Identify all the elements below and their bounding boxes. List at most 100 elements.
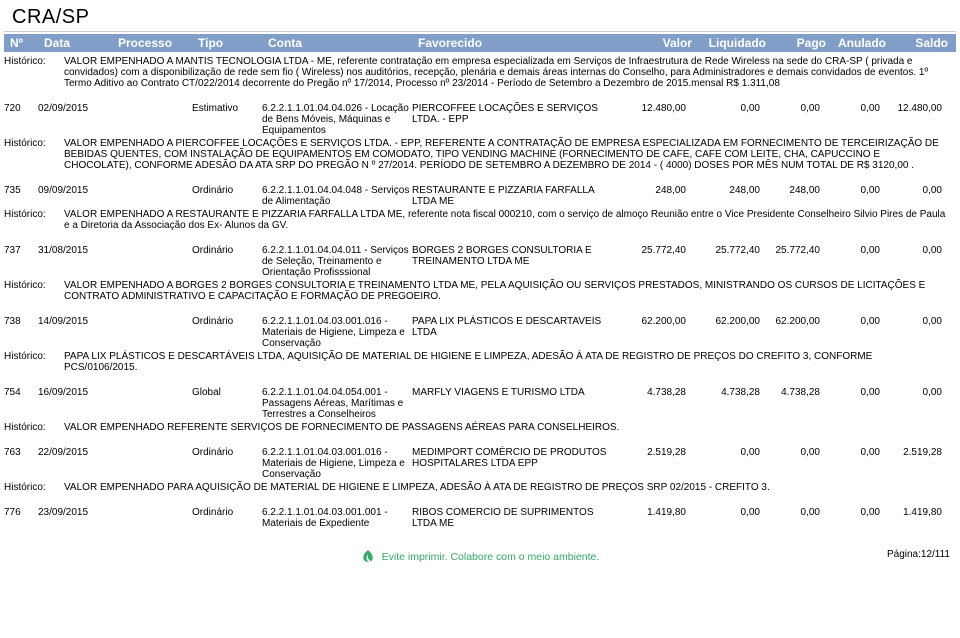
cell-sal: 2.519,28 bbox=[880, 447, 942, 458]
hist-label: Histórico: bbox=[4, 280, 64, 291]
cell-data: 22/09/2015 bbox=[38, 447, 112, 458]
cell-num: 720 bbox=[4, 103, 38, 114]
cell-pago: 62.200,00 bbox=[760, 316, 820, 327]
cell-tipo: Global bbox=[192, 387, 262, 398]
footer-page-number: Página:12/111 bbox=[887, 549, 950, 560]
col-pago: Pago bbox=[766, 36, 826, 50]
hist-label: Histórico: bbox=[4, 209, 64, 220]
cell-anul: 0,00 bbox=[820, 316, 880, 327]
cell-valor: 2.519,28 bbox=[612, 447, 686, 458]
cell-data: 14/09/2015 bbox=[38, 316, 112, 327]
table-row: 73509/09/2015Ordinário6.2.2.1.1.01.04.04… bbox=[4, 181, 956, 207]
col-num: Nº bbox=[10, 36, 44, 50]
footer-msg: Evite imprimir. Colabore com o meio ambi… bbox=[382, 551, 600, 563]
cell-sal: 0,00 bbox=[880, 185, 942, 196]
col-tipo: Tipo bbox=[198, 36, 268, 50]
hist-text: VALOR EMPENHADO A RESTAURANTE E PIZZARIA… bbox=[64, 209, 956, 231]
cell-conta: 6.2.2.1.1.01.04.04.054.001 - Passagens A… bbox=[262, 387, 412, 420]
cell-pago: 0,00 bbox=[760, 507, 820, 518]
cell-tipo: Estimativo bbox=[192, 103, 262, 114]
table-header: Nº Data Processo Tipo Conta Favorecido V… bbox=[4, 34, 956, 52]
cell-pago: 0,00 bbox=[760, 447, 820, 458]
cell-fav: MARFLY VIAGENS E TURISMO LTDA bbox=[412, 387, 612, 398]
cell-liq: 248,00 bbox=[686, 185, 760, 196]
cell-num: 737 bbox=[4, 245, 38, 256]
cell-tipo: Ordinário bbox=[192, 185, 262, 196]
cell-data: 02/09/2015 bbox=[38, 103, 112, 114]
hist-label: Histórico: bbox=[4, 482, 64, 493]
cell-liq: 62.200,00 bbox=[686, 316, 760, 327]
cell-fav: PAPA LIX PLÁSTICOS E DESCARTAVEIS LTDA bbox=[412, 316, 612, 338]
hist-text: PAPA LIX PLÁSTICOS E DESCARTÁVEIS LTDA, … bbox=[64, 351, 956, 373]
cell-anul: 0,00 bbox=[820, 447, 880, 458]
hist-label: Histórico: bbox=[4, 351, 64, 362]
table-row: 76322/09/2015Ordinário6.2.2.1.1.01.04.03… bbox=[4, 443, 956, 480]
cell-pago: 248,00 bbox=[760, 185, 820, 196]
table-row: 72002/09/2015 Estimativo6.2.2.1.1.01.04.0… bbox=[4, 99, 956, 136]
cell-pago: 4.738,28 bbox=[760, 387, 820, 398]
cell-valor: 62.200,00 bbox=[612, 316, 686, 327]
hist-text: VALOR EMPENHADO A BORGES 2 BORGES CONSUL… bbox=[64, 280, 956, 302]
cell-anul: 0,00 bbox=[820, 507, 880, 518]
col-liquidado: Liquidado bbox=[692, 36, 766, 50]
col-data: Data bbox=[44, 36, 118, 50]
cell-sal: 0,00 bbox=[880, 245, 942, 256]
cell-anul: 0,00 bbox=[820, 245, 880, 256]
org-title: CRA/SP bbox=[4, 0, 956, 32]
cell-pago: 0,00 bbox=[760, 103, 820, 114]
cell-num: 763 bbox=[4, 447, 38, 458]
table-row: 75416/09/2015 Global6.2.2.1.1.01.04.04.05… bbox=[4, 383, 956, 420]
cell-num: 754 bbox=[4, 387, 38, 398]
table-row: 73814/09/2015Ordinário6.2.2.1.1.01.04.03… bbox=[4, 312, 956, 349]
cell-anul: 0,00 bbox=[820, 185, 880, 196]
cell-anul: 0,00 bbox=[820, 387, 880, 398]
table-row: Histórico:VALOR EMPENHADO A BORGES 2 BOR… bbox=[4, 278, 956, 308]
col-saldo: Saldo bbox=[886, 36, 948, 50]
cell-valor: 248,00 bbox=[612, 185, 686, 196]
cell-fav: MEDIMPORT COMÉRCIO DE PRODUTOS HOSPITALA… bbox=[412, 447, 612, 469]
cell-data: 16/09/2015 bbox=[38, 387, 112, 398]
table-row: Histórico:PAPA LIX PLÁSTICOS E DESCARTÁV… bbox=[4, 349, 956, 379]
table-row: 77623/09/2015Ordinário6.2.2.1.1.01.04.03… bbox=[4, 503, 956, 529]
cell-sal: 12.480,00 bbox=[880, 103, 942, 114]
cell-anul: 0,00 bbox=[820, 103, 880, 114]
hist-label: Histórico: bbox=[4, 422, 64, 433]
table-row: 73731/08/2015Ordinário6.2.2.1.1.01.04.04… bbox=[4, 241, 956, 278]
cell-num: 776 bbox=[4, 507, 38, 518]
cell-liq: 4.738,28 bbox=[686, 387, 760, 398]
hist-text: VALOR EMPENHADO REFERENTE SERVIÇOS DE FO… bbox=[64, 422, 956, 433]
hist-text: VALOR EMPENHADO A MANTIS TECNOLOGIA LTDA… bbox=[64, 56, 956, 89]
cell-tipo: Ordinário bbox=[192, 245, 262, 256]
cell-valor: 12.480,00 bbox=[612, 103, 686, 114]
cell-liq: 0,00 bbox=[686, 447, 760, 458]
table-row: Histórico:VALOR EMPENHADO REFERENTE SERV… bbox=[4, 420, 956, 439]
cell-data: 31/08/2015 bbox=[38, 245, 112, 256]
hist-label: Histórico: bbox=[4, 138, 64, 149]
table-row: Histórico:VALOR EMPENHADO A RESTAURANTE … bbox=[4, 207, 956, 237]
cell-conta: 6.2.2.1.1.01.04.03.001.016 - Materiais d… bbox=[262, 447, 412, 480]
table-row: Histórico: VALOR EMPENHADO A MANTIS TECN… bbox=[4, 54, 956, 95]
col-processo: Processo bbox=[118, 36, 198, 50]
cell-valor: 4.738,28 bbox=[612, 387, 686, 398]
cell-conta: 6.2.2.1.1.01.04.04.026 - Locação de Bens… bbox=[262, 103, 412, 136]
cell-valor: 25.772,40 bbox=[612, 245, 686, 256]
col-favorecido: Favorecido bbox=[418, 36, 618, 50]
cell-fav: RIBOS COMERCIO DE SUPRIMENTOS LTDA ME bbox=[412, 507, 612, 529]
cell-valor: 1.419,80 bbox=[612, 507, 686, 518]
col-conta: Conta bbox=[268, 36, 418, 50]
hist-label: Histórico: bbox=[4, 56, 64, 67]
cell-tipo: Ordinário bbox=[192, 316, 262, 327]
cell-fav: RESTAURANTE E PIZZARIA FARFALLA LTDA ME bbox=[412, 185, 612, 207]
cell-pago: 25.772,40 bbox=[760, 245, 820, 256]
col-valor: Valor bbox=[618, 36, 692, 50]
cell-tipo: Ordinário bbox=[192, 507, 262, 518]
hist-text: VALOR EMPENHADO A PIERCOFFEE LOCAÇÕES E … bbox=[64, 138, 956, 171]
cell-fav: BORGES 2 BORGES CONSULTORIA E TREINAMENT… bbox=[412, 245, 612, 267]
cell-conta: 6.2.2.1.1.01.04.04.048 - Serviços de Ali… bbox=[262, 185, 412, 207]
cell-num: 738 bbox=[4, 316, 38, 327]
table-row: Histórico:VALOR EMPENHADO PARA AQUISIÇÃO… bbox=[4, 480, 956, 499]
cell-data: 09/09/2015 bbox=[38, 185, 112, 196]
cell-liq: 0,00 bbox=[686, 507, 760, 518]
table-row: Histórico:VALOR EMPENHADO A PIERCOFFEE L… bbox=[4, 136, 956, 177]
cell-liq: 0,00 bbox=[686, 103, 760, 114]
